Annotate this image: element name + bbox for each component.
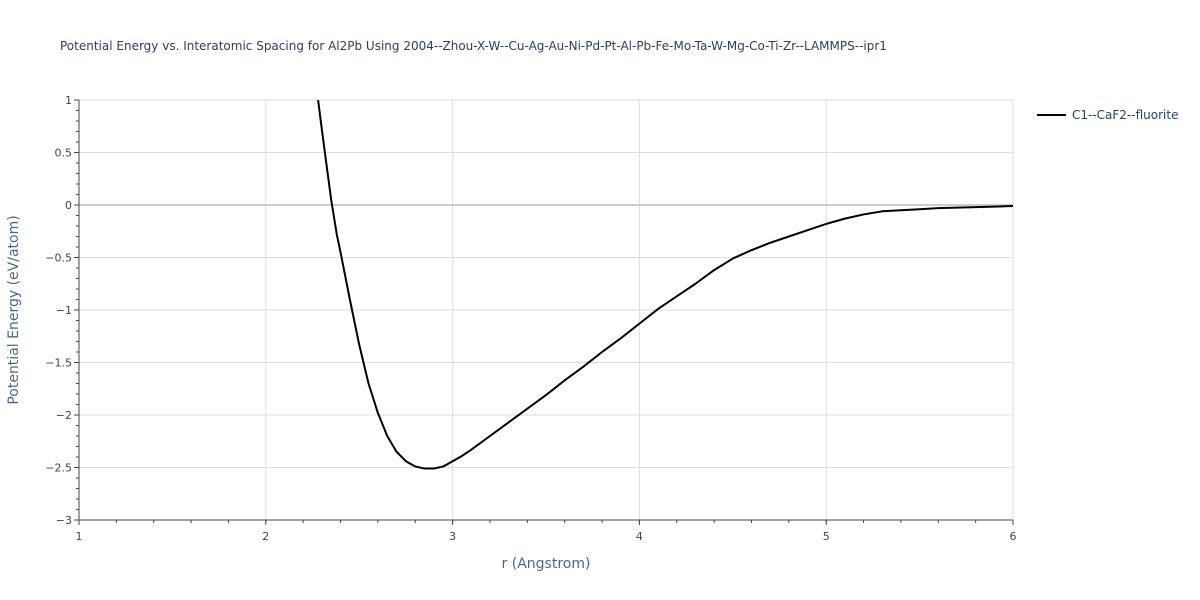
y-tick-label: 0 [65,199,72,212]
x-axis-title: r (Angstrom) [502,556,591,572]
x-tick-label: 2 [262,530,269,543]
series-layer [317,99,1014,470]
gridlines [79,99,1014,520]
y-tick-label: −3 [56,514,72,527]
y-tick-label: −1.5 [45,357,72,370]
y-tick-label: −0.5 [45,252,72,265]
axes: 1 2 3 4 5 6 1 0.5 0 −0.5 −1 −1.5 −2 −2.5 −3 [45,94,1016,543]
y-tick-label: −2 [56,409,72,422]
x-tick-label: 4 [636,530,643,543]
x-tick-label: 5 [823,530,830,543]
y-tick-label: 0.5 [55,147,73,160]
x-tick-label: 3 [449,530,456,543]
legend[interactable]: C1--CaF2--fluorite [1037,108,1178,122]
chart-title: Potential Energy vs. Interatomic Spacing… [60,39,887,53]
legend-label: C1--CaF2--fluorite [1072,108,1178,122]
series-line [317,99,1014,470]
y-tick-label: 1 [65,94,72,107]
y-tick-label: −1 [56,304,72,317]
y-tick-label: −2.5 [45,462,72,475]
x-tick-label: 1 [76,530,83,543]
x-tick-label: 6 [1010,530,1017,543]
y-axis-title: Potential Energy (eV/atom) [6,215,22,404]
